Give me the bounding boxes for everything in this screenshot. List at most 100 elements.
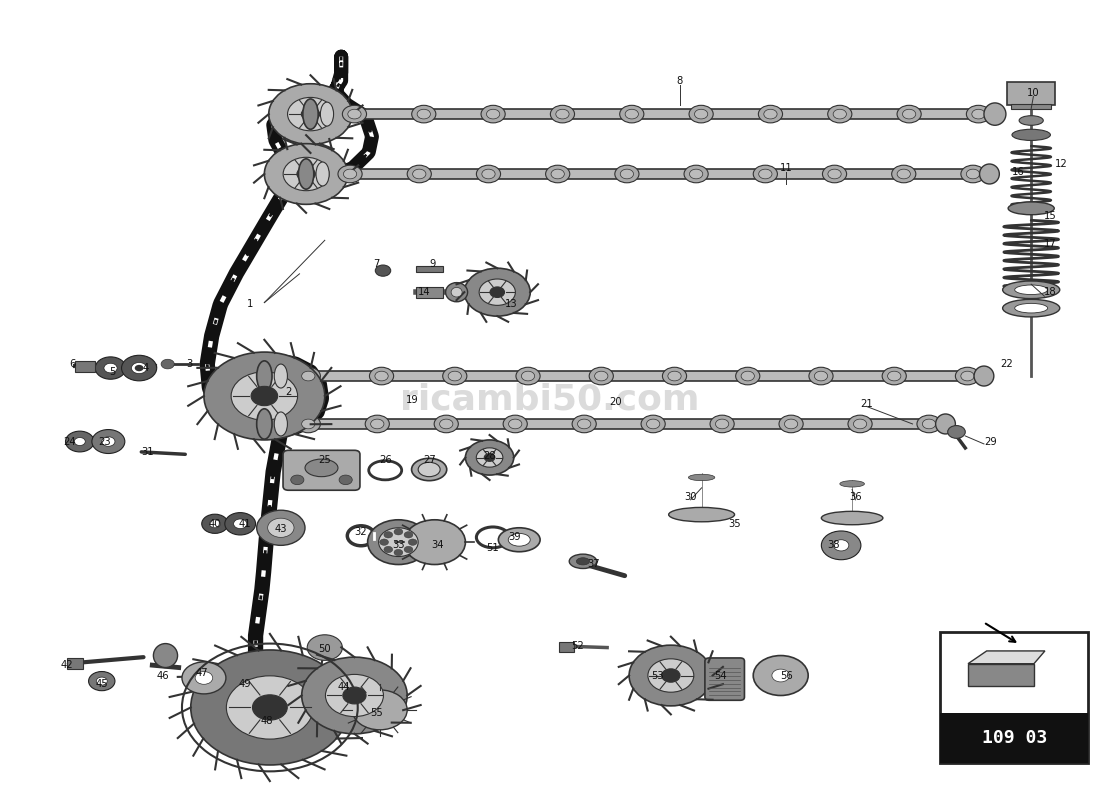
Ellipse shape xyxy=(684,166,708,182)
Circle shape xyxy=(404,546,412,553)
Ellipse shape xyxy=(316,162,329,186)
Ellipse shape xyxy=(1014,285,1047,294)
Circle shape xyxy=(352,690,407,730)
Text: 55: 55 xyxy=(370,708,383,718)
Circle shape xyxy=(251,386,277,406)
Ellipse shape xyxy=(898,169,911,179)
Bar xyxy=(1011,104,1050,109)
Ellipse shape xyxy=(854,419,867,429)
Circle shape xyxy=(96,357,125,379)
Ellipse shape xyxy=(828,169,842,179)
Circle shape xyxy=(121,355,156,381)
Text: 1: 1 xyxy=(248,299,253,309)
Text: 20: 20 xyxy=(609,397,623,406)
Bar xyxy=(968,664,1034,686)
Text: 35: 35 xyxy=(728,518,741,529)
Ellipse shape xyxy=(641,415,666,433)
Circle shape xyxy=(384,532,393,538)
Circle shape xyxy=(131,362,146,374)
Ellipse shape xyxy=(966,169,980,179)
Ellipse shape xyxy=(668,371,681,381)
Circle shape xyxy=(182,662,225,694)
Ellipse shape xyxy=(669,507,735,522)
Ellipse shape xyxy=(503,415,527,433)
Text: 42: 42 xyxy=(60,660,73,670)
Circle shape xyxy=(326,674,384,717)
Circle shape xyxy=(480,279,516,306)
Ellipse shape xyxy=(371,419,384,429)
Text: 15: 15 xyxy=(1044,211,1057,222)
Ellipse shape xyxy=(556,110,569,119)
Polygon shape xyxy=(968,651,1045,664)
Text: 40: 40 xyxy=(209,518,221,529)
Ellipse shape xyxy=(274,412,287,436)
Ellipse shape xyxy=(301,371,315,381)
Bar xyxy=(940,714,1088,763)
Ellipse shape xyxy=(576,558,590,565)
Text: 38: 38 xyxy=(827,540,839,550)
Circle shape xyxy=(307,634,342,660)
Text: ricambi50.com: ricambi50.com xyxy=(400,383,700,417)
Ellipse shape xyxy=(896,106,921,123)
Circle shape xyxy=(394,529,403,535)
Ellipse shape xyxy=(411,106,436,123)
FancyBboxPatch shape xyxy=(264,419,946,429)
Circle shape xyxy=(465,440,514,475)
Text: 31: 31 xyxy=(141,447,154,457)
Circle shape xyxy=(404,532,412,538)
Ellipse shape xyxy=(551,169,564,179)
Text: 53: 53 xyxy=(651,670,664,681)
Ellipse shape xyxy=(481,106,505,123)
FancyBboxPatch shape xyxy=(310,110,994,119)
Text: 10: 10 xyxy=(1027,87,1040,98)
Text: 43: 43 xyxy=(275,524,287,534)
Circle shape xyxy=(379,539,388,546)
Ellipse shape xyxy=(1002,299,1059,317)
Text: 13: 13 xyxy=(505,299,518,309)
Ellipse shape xyxy=(710,415,734,433)
Circle shape xyxy=(822,531,861,560)
Text: 34: 34 xyxy=(431,540,444,550)
Ellipse shape xyxy=(1019,116,1043,126)
Circle shape xyxy=(267,518,294,538)
Circle shape xyxy=(384,546,393,553)
Text: 19: 19 xyxy=(406,395,419,405)
Text: 9: 9 xyxy=(429,259,436,270)
Text: 39: 39 xyxy=(508,532,521,542)
Circle shape xyxy=(287,98,333,130)
Circle shape xyxy=(89,671,114,690)
Text: 18: 18 xyxy=(1044,287,1057,297)
Ellipse shape xyxy=(736,367,760,385)
Ellipse shape xyxy=(980,164,999,184)
Ellipse shape xyxy=(482,169,495,179)
Circle shape xyxy=(201,514,228,534)
Text: 29: 29 xyxy=(984,437,997,446)
Text: 5: 5 xyxy=(110,367,115,377)
Ellipse shape xyxy=(343,169,356,179)
Bar xyxy=(416,266,443,272)
Ellipse shape xyxy=(338,166,362,182)
Ellipse shape xyxy=(1014,303,1047,313)
Ellipse shape xyxy=(902,110,916,119)
Ellipse shape xyxy=(961,166,986,182)
Ellipse shape xyxy=(440,419,453,429)
Ellipse shape xyxy=(434,415,459,433)
Circle shape xyxy=(256,510,305,546)
Circle shape xyxy=(629,645,713,706)
Text: 25: 25 xyxy=(318,455,331,465)
Ellipse shape xyxy=(689,106,713,123)
Ellipse shape xyxy=(486,110,499,119)
Ellipse shape xyxy=(779,415,803,433)
Ellipse shape xyxy=(833,110,846,119)
Text: 47: 47 xyxy=(196,668,208,678)
Text: 36: 36 xyxy=(849,493,861,502)
Ellipse shape xyxy=(572,415,596,433)
Circle shape xyxy=(367,520,429,565)
Text: 7: 7 xyxy=(373,259,380,270)
Circle shape xyxy=(227,676,314,739)
Circle shape xyxy=(464,268,530,316)
FancyBboxPatch shape xyxy=(306,170,989,178)
Ellipse shape xyxy=(758,106,782,123)
Circle shape xyxy=(204,352,324,440)
Text: 56: 56 xyxy=(780,670,793,681)
